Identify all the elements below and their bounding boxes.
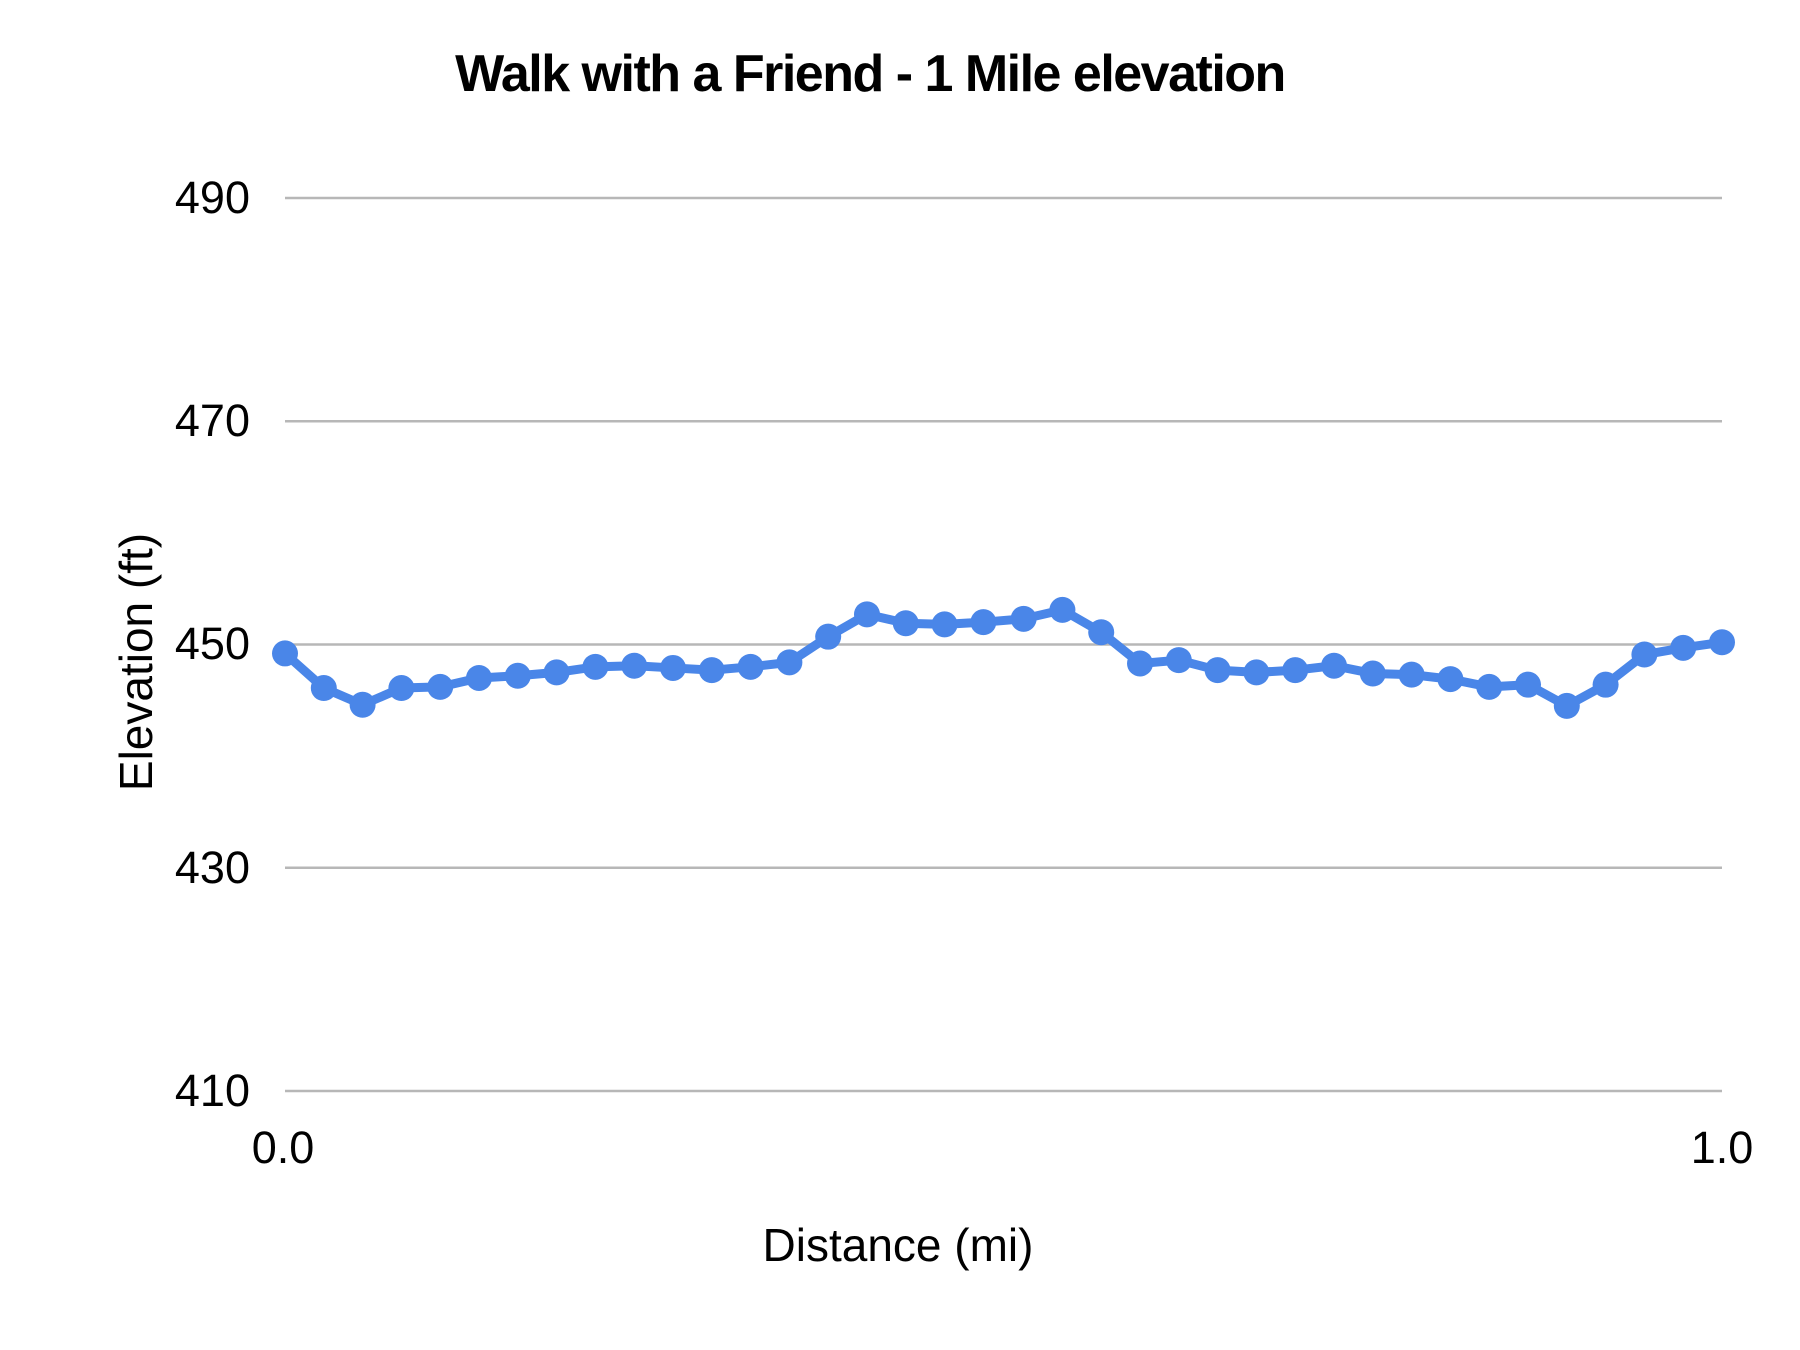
data-point-marker[interactable]: [815, 623, 842, 650]
data-point-marker[interactable]: [465, 664, 492, 691]
data-point-marker[interactable]: [1398, 661, 1425, 688]
data-point-marker[interactable]: [698, 657, 725, 684]
elevation-series: [272, 596, 1735, 719]
y-tick-label: 450: [174, 618, 250, 669]
data-point-marker[interactable]: [970, 609, 997, 636]
data-point-marker[interactable]: [1437, 666, 1464, 693]
data-point-marker[interactable]: [1165, 647, 1192, 674]
data-point-marker[interactable]: [1243, 659, 1270, 686]
data-point-marker[interactable]: [853, 601, 880, 628]
data-point-marker[interactable]: [1476, 673, 1503, 700]
data-point-marker[interactable]: [388, 675, 415, 702]
data-point-marker[interactable]: [1670, 634, 1697, 661]
data-point-marker[interactable]: [504, 662, 531, 689]
chart-title: Walk with a Friend - 1 Mile elevation: [455, 45, 1286, 103]
gridlines: [285, 196, 1722, 1093]
data-point-marker[interactable]: [310, 675, 337, 702]
data-point-marker[interactable]: [349, 691, 376, 718]
elevation-line: [282, 605, 1723, 712]
data-point-marker[interactable]: [1010, 605, 1037, 632]
data-point-marker[interactable]: [892, 610, 919, 637]
data-point-marker[interactable]: [737, 653, 764, 680]
x-axis-title: Distance (mi): [762, 1219, 1034, 1271]
y-tick-label: 430: [174, 842, 250, 893]
data-point-marker[interactable]: [1049, 596, 1076, 623]
data-point-marker[interactable]: [1515, 671, 1542, 698]
data-point-marker[interactable]: [1321, 652, 1348, 679]
data-point-marker[interactable]: [1592, 671, 1619, 698]
data-point-marker[interactable]: [1553, 692, 1580, 719]
x-tick-label: 1.0: [1690, 1122, 1754, 1173]
data-point-marker[interactable]: [1359, 660, 1386, 687]
data-point-marker[interactable]: [1631, 641, 1658, 668]
data-point-marker[interactable]: [543, 659, 570, 686]
data-point-marker[interactable]: [1204, 657, 1231, 684]
y-tick-label: 410: [174, 1065, 250, 1116]
x-tick-label: 0.0: [251, 1122, 315, 1173]
data-point-marker[interactable]: [1127, 650, 1154, 677]
data-point-marker[interactable]: [621, 652, 648, 679]
y-tick-label: 490: [174, 172, 250, 223]
data-point-marker[interactable]: [1282, 657, 1309, 684]
data-point-marker[interactable]: [659, 654, 686, 681]
y-tick-label: 470: [174, 395, 250, 446]
data-point-marker[interactable]: [931, 611, 958, 638]
data-point-marker[interactable]: [272, 640, 298, 667]
data-point-marker[interactable]: [582, 653, 609, 680]
data-point-marker[interactable]: [776, 649, 803, 676]
data-point-marker[interactable]: [427, 673, 454, 700]
data-point-marker[interactable]: [1088, 619, 1115, 646]
data-point-marker[interactable]: [1709, 629, 1735, 656]
